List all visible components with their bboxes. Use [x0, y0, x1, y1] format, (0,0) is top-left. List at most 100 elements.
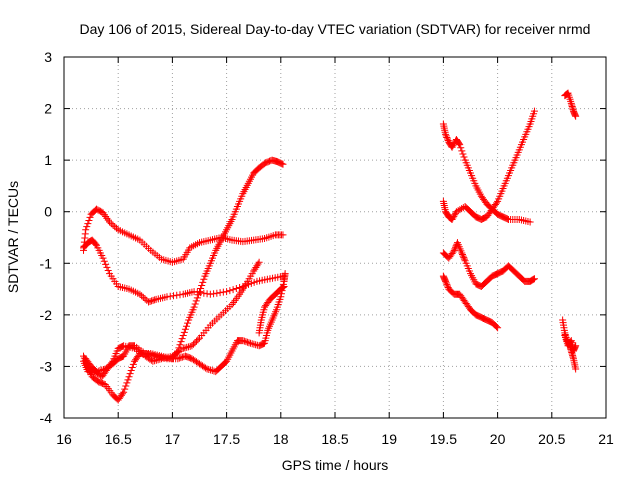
data-point [449, 248, 457, 256]
y-tick-labels: -4 -3 -2 -1 0 1 2 3 [40, 49, 53, 426]
data-point [124, 376, 132, 384]
data-point [259, 340, 267, 348]
series-arc-h [439, 107, 538, 223]
data-point [442, 130, 450, 138]
data-point [179, 331, 187, 339]
data-point [174, 355, 182, 363]
data-point [121, 385, 129, 393]
data-point [530, 107, 538, 115]
data-point [239, 337, 247, 345]
data-point [458, 147, 466, 155]
data-point [178, 335, 186, 343]
data-point [450, 140, 458, 148]
data-point [175, 354, 183, 362]
data-point [86, 213, 94, 221]
data-point [192, 337, 200, 345]
data-point [176, 341, 184, 349]
data-point [460, 254, 468, 262]
data-point [450, 246, 458, 254]
data-point [279, 231, 287, 239]
x-axis-title: GPS time / hours [282, 457, 389, 473]
data-point [166, 292, 174, 300]
data-point [104, 267, 112, 275]
data-point [459, 150, 467, 158]
data-point [203, 365, 211, 373]
data-point [232, 285, 240, 293]
data-point [246, 339, 254, 347]
data-point [572, 342, 580, 350]
data-point [145, 298, 153, 306]
data-point [459, 252, 467, 260]
x-tick-label: 18 [273, 431, 289, 447]
data-point [529, 276, 537, 284]
data-point [102, 260, 110, 268]
series-arc-f [255, 282, 288, 337]
data-point [449, 214, 457, 222]
data-point [458, 249, 466, 257]
data-point [442, 277, 450, 285]
data-point [216, 289, 224, 297]
data-point [448, 143, 456, 151]
data-point [99, 366, 107, 374]
data-point [98, 366, 106, 374]
data-point [183, 343, 191, 351]
y-axis-title: SDTVAR / TECUs [5, 181, 21, 293]
data-point [191, 300, 199, 308]
data-point [455, 140, 463, 148]
data-point [85, 216, 93, 224]
data-point [96, 367, 104, 375]
data-point [92, 240, 100, 248]
data-point [169, 292, 177, 300]
data-point [120, 388, 128, 396]
data-point [151, 357, 159, 365]
data-point [177, 354, 185, 362]
data-point [177, 338, 185, 346]
y-tick-label: 0 [44, 204, 52, 220]
data-point [127, 367, 135, 375]
data-point [84, 220, 92, 228]
data-point [193, 294, 201, 302]
data-point [530, 275, 538, 283]
data-point [494, 324, 502, 332]
data-point [100, 257, 108, 265]
x-tick-label: 18.5 [321, 431, 348, 447]
data-point [191, 339, 199, 347]
x-tick-label: 21 [598, 431, 614, 447]
data-point [99, 254, 107, 262]
data-point [206, 290, 214, 298]
data-point [136, 290, 144, 298]
data-point [176, 291, 184, 299]
data-point [207, 366, 215, 374]
data-point [255, 258, 263, 266]
data-point [442, 132, 450, 140]
x-tick-label: 16 [56, 431, 72, 447]
series-arc-a [80, 205, 287, 266]
data-point [493, 323, 501, 331]
data-point [458, 251, 466, 259]
data-point [242, 338, 250, 346]
data-point [173, 291, 181, 299]
data-point [197, 285, 205, 293]
data-point [138, 292, 146, 300]
data-point [279, 284, 287, 292]
data-point [200, 275, 208, 283]
data-point [126, 370, 134, 378]
data-point [229, 286, 237, 294]
data-point [210, 290, 218, 298]
data-point [203, 290, 211, 298]
y-tick-label: 3 [44, 49, 52, 65]
series-arc-e [82, 270, 289, 376]
data-point [192, 297, 200, 305]
x-tick-label: 19 [381, 431, 397, 447]
data-point [202, 364, 210, 372]
data-point [122, 382, 130, 390]
data-point [457, 144, 465, 152]
data-point [503, 215, 511, 223]
series-arc-i [439, 239, 538, 290]
data-point [443, 133, 451, 141]
data-point [526, 218, 534, 226]
data-point [112, 224, 120, 232]
data-point [567, 338, 575, 346]
y-tick-label: -4 [40, 410, 53, 426]
data-point [200, 289, 208, 297]
